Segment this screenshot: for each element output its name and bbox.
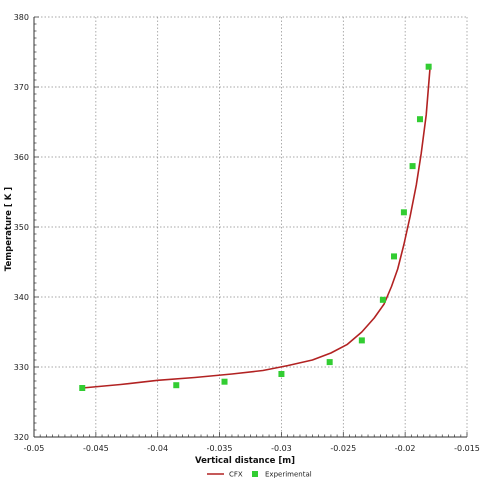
data-point-experimental <box>79 385 86 391</box>
legend-label-experimental: Experimental <box>265 471 312 479</box>
data-point-experimental <box>409 163 416 170</box>
x-tick-label: -0.04 <box>147 444 168 453</box>
legend-label-cfx: CFX <box>229 471 243 479</box>
legend-swatch-experimental <box>252 471 258 477</box>
data-point-experimental <box>358 337 365 344</box>
data-point-experimental <box>391 253 398 260</box>
y-tick-label: 370 <box>14 83 29 92</box>
tick-labels: -0.05 -0.045 -0.04 -0.035 -0.03 -0.025 -0.02 -0… <box>14 13 480 453</box>
data-point-experimental <box>278 371 285 377</box>
y-tick-label: 380 <box>14 13 29 22</box>
x-axis-title: Vertical distance [m] <box>195 456 295 466</box>
data-point-experimental <box>221 378 228 385</box>
data-point-experimental <box>425 63 432 70</box>
x-tick-label: -0.05 <box>24 444 45 453</box>
series-line-cfx <box>82 69 431 389</box>
data-point-experimental <box>379 296 386 303</box>
y-tick-label: 360 <box>14 153 29 162</box>
legend: CFX Experimental <box>207 471 312 479</box>
y-tick-label: 330 <box>14 363 29 372</box>
x-tick-label: -0.025 <box>330 444 356 453</box>
x-tick-label: -0.03 <box>271 444 292 453</box>
y-tick-label: 340 <box>14 293 29 302</box>
data-point-experimental <box>326 359 333 366</box>
x-tick-label: -0.035 <box>207 444 233 453</box>
x-tick-label: -0.015 <box>454 444 480 453</box>
data-point-experimental <box>416 116 423 123</box>
grid <box>33 16 468 438</box>
axes <box>33 16 468 438</box>
series-layer <box>79 63 432 391</box>
x-tick-label: -0.045 <box>83 444 109 453</box>
y-tick-label: 320 <box>14 433 29 442</box>
data-point-experimental <box>173 382 180 389</box>
y-tick-label: 350 <box>14 223 29 232</box>
data-point-experimental <box>400 209 407 216</box>
x-tick-label: -0.02 <box>395 444 416 453</box>
y-axis-title: Temperature [ K ] <box>4 187 14 271</box>
